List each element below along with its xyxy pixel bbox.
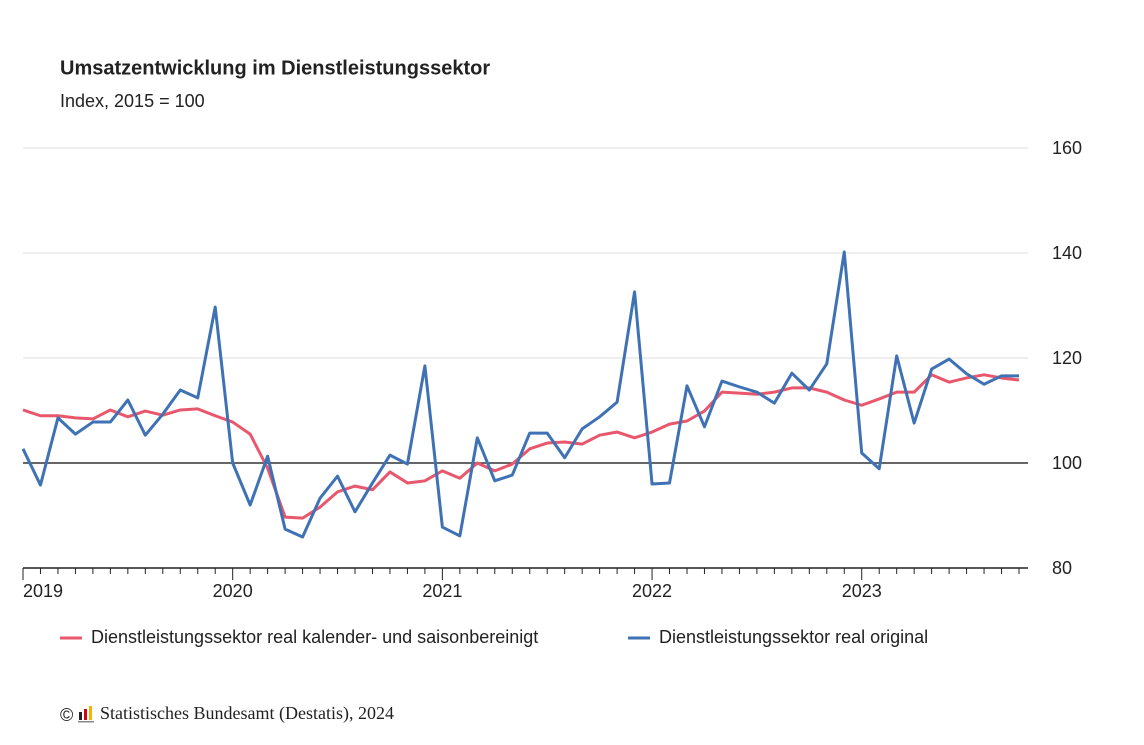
y-tick-label: 120 — [1052, 348, 1082, 368]
source: Statistisches Bundesamt (Destatis), 2024 — [100, 703, 394, 724]
legend-label: Dienstleistungssektor real original — [659, 627, 928, 647]
legend-label: Dienstleistungssektor real kalender- und… — [91, 627, 538, 647]
y-tick-label: 160 — [1052, 138, 1082, 158]
chart-title: Umsatzentwicklung im Dienstleistungssekt… — [60, 57, 490, 79]
y-tick-label: 140 — [1052, 243, 1082, 263]
x-tick-label: 2023 — [842, 581, 882, 601]
copyright: © — [60, 705, 73, 725]
x-tick-label: 2020 — [213, 581, 253, 601]
x-tick-label: 2019 — [23, 581, 63, 601]
series-line — [21, 250, 1019, 539]
y-tick-label: 100 — [1052, 453, 1082, 473]
y-tick-label: 80 — [1052, 558, 1072, 578]
x-tick-label: 2021 — [422, 581, 462, 601]
logo — [78, 706, 94, 723]
series-line — [22, 373, 1020, 520]
chart-subtitle: Index, 2015 = 100 — [60, 91, 205, 111]
x-tick-label: 2022 — [632, 581, 672, 601]
